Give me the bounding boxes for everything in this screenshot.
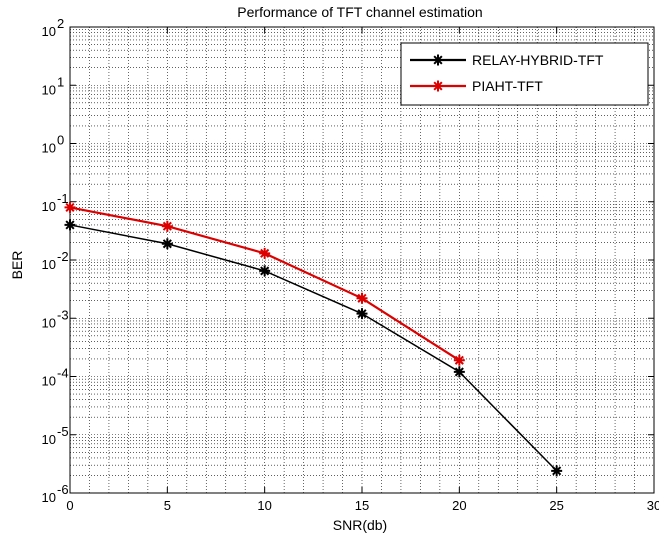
legend-entry: PIAHT-TFT — [472, 78, 543, 94]
x-tick-label: 0 — [66, 498, 73, 513]
y-tick-label: 10 — [42, 432, 56, 447]
data-point — [259, 265, 271, 277]
data-point — [259, 247, 271, 259]
x-tick-label: 10 — [257, 498, 271, 513]
legend-box — [400, 42, 649, 106]
data-point — [551, 465, 563, 477]
y-tick-exponent: -5 — [57, 424, 69, 439]
y-tick-label: 10 — [42, 141, 56, 156]
legend-entry: RELAY-HYBRID-TFT — [472, 52, 604, 68]
y-tick-exponent: 1 — [57, 74, 64, 89]
y-tick-label: 10 — [42, 257, 56, 272]
series-1 — [64, 219, 563, 477]
y-tick-exponent: -6 — [57, 482, 69, 497]
y-tick-label: 10 — [42, 199, 56, 214]
x-axis-label: SNR(db) — [333, 517, 387, 533]
x-tick-label: 20 — [452, 498, 466, 513]
y-tick-exponent: 2 — [57, 16, 64, 31]
data-point — [356, 308, 368, 320]
y-tick-label: 10 — [42, 315, 56, 330]
y-axis-label: BER — [9, 251, 25, 280]
legend-marker — [432, 54, 444, 66]
y-tick-label: 10 — [42, 374, 56, 389]
data-point — [161, 238, 173, 250]
y-tick-exponent: 0 — [57, 133, 64, 148]
y-tick-exponent: -4 — [57, 366, 69, 381]
data-point — [356, 292, 368, 304]
legend-marker — [432, 80, 444, 92]
data-point — [453, 366, 465, 378]
y-tick-exponent: -2 — [57, 249, 69, 264]
series-lines — [64, 201, 563, 477]
series-2 — [64, 201, 465, 366]
data-point — [64, 219, 76, 231]
y-tick-label: 10 — [42, 82, 56, 97]
data-point — [64, 201, 76, 213]
y-tick-label: 10 — [42, 24, 56, 39]
series-line — [69, 224, 558, 472]
axes: 0 5 10 15 20 25 3010210110010-110-210-310-410-… — [42, 16, 659, 513]
legend: RELAY-HYBRID-TFT PIAHT-TFT — [400, 42, 649, 106]
x-tick-label: 5 — [164, 498, 171, 513]
chart-title: Performance of TFT channel estimation — [237, 4, 482, 20]
y-tick-exponent: -1 — [57, 191, 69, 206]
y-tick-exponent: -3 — [57, 307, 69, 322]
y-tick-label: 10 — [42, 490, 56, 505]
x-tick-label: 25 — [549, 498, 563, 513]
data-point — [161, 220, 173, 232]
data-point — [453, 354, 465, 366]
x-tick-label: 30 — [647, 498, 659, 513]
x-tick-label: 15 — [355, 498, 369, 513]
